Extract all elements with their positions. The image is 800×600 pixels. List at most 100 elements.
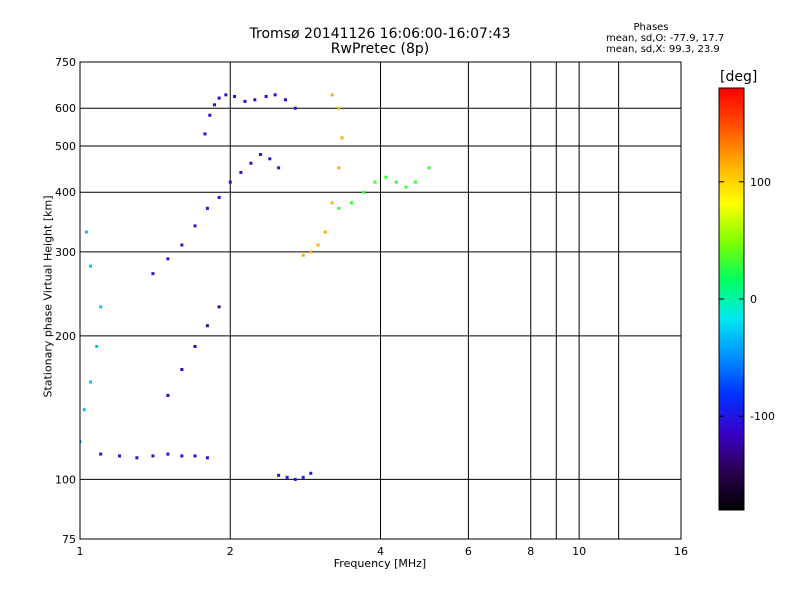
title-line-2: RwPretec (8p) bbox=[330, 41, 430, 57]
data-point bbox=[166, 257, 170, 261]
y-tick-label: 600 bbox=[55, 102, 76, 115]
phase-stats-x: mean, sd,X: 99.3, 23.9 bbox=[606, 44, 720, 55]
data-points bbox=[80, 93, 431, 481]
data-point bbox=[217, 305, 221, 309]
data-point bbox=[217, 195, 221, 199]
data-point bbox=[82, 408, 86, 412]
data-point bbox=[394, 180, 398, 184]
data-point bbox=[203, 132, 207, 136]
data-point bbox=[330, 201, 334, 205]
data-point bbox=[340, 136, 344, 140]
data-point bbox=[193, 344, 197, 348]
data-point bbox=[259, 152, 263, 156]
data-point bbox=[193, 454, 197, 458]
y-tick-label: 500 bbox=[55, 140, 76, 153]
data-point bbox=[135, 456, 139, 460]
data-point bbox=[337, 106, 341, 110]
data-point bbox=[166, 393, 170, 397]
data-point bbox=[224, 93, 228, 97]
data-point bbox=[384, 175, 388, 179]
data-point bbox=[316, 243, 320, 247]
data-point bbox=[118, 454, 122, 458]
data-point bbox=[193, 224, 197, 228]
data-point bbox=[180, 454, 184, 458]
y-tick-label: 75 bbox=[62, 533, 76, 546]
x-tick-label: 16 bbox=[674, 545, 688, 558]
data-point bbox=[208, 113, 212, 117]
data-point bbox=[373, 180, 377, 184]
data-point bbox=[243, 99, 247, 103]
data-point bbox=[277, 473, 281, 477]
data-point bbox=[213, 103, 217, 107]
colorbar-unit-label: [deg] bbox=[720, 69, 758, 85]
data-point bbox=[301, 253, 305, 257]
data-point bbox=[309, 471, 313, 475]
data-point bbox=[249, 161, 253, 165]
y-tick-label: 300 bbox=[55, 246, 76, 259]
data-point bbox=[151, 454, 155, 458]
phase-stats: Phases mean, sd,O: -77.9, 17.7 mean, sd,… bbox=[600, 22, 800, 55]
data-point bbox=[239, 170, 243, 174]
data-point bbox=[180, 367, 184, 371]
x-tick-label: 4 bbox=[377, 545, 384, 558]
y-axis-label: Stationary phase Virtual Height [km] bbox=[41, 195, 55, 398]
x-axis-label: Frequency [MHz] bbox=[333, 557, 427, 570]
data-point bbox=[268, 157, 272, 161]
data-point bbox=[166, 452, 170, 456]
colorbar-ticks: 100 0 -100 bbox=[719, 176, 775, 423]
plot-frame bbox=[79, 61, 682, 540]
x-tick-label: 6 bbox=[465, 545, 472, 558]
y-axis-ticks: 75 100 200 300 400 500 600 750 bbox=[55, 56, 76, 546]
data-point bbox=[253, 98, 257, 102]
data-point bbox=[99, 452, 103, 456]
data-point bbox=[323, 230, 327, 234]
x-axis-ticks: 1 2 4 6 8 10 16 bbox=[77, 545, 689, 558]
data-point bbox=[99, 305, 103, 309]
data-point bbox=[337, 206, 341, 210]
data-point bbox=[205, 456, 209, 460]
data-point bbox=[337, 166, 341, 170]
data-point bbox=[273, 93, 277, 97]
data-point bbox=[217, 96, 221, 100]
data-point bbox=[404, 185, 408, 189]
data-point bbox=[84, 230, 88, 234]
colorbar-tick-label: -100 bbox=[750, 410, 775, 423]
data-point bbox=[285, 475, 289, 479]
data-point bbox=[293, 106, 297, 110]
data-point bbox=[205, 324, 209, 328]
data-point bbox=[89, 264, 93, 268]
x-tick-label: 1 bbox=[77, 545, 84, 558]
data-point bbox=[283, 98, 287, 102]
data-point bbox=[264, 94, 268, 98]
data-point bbox=[151, 272, 155, 276]
phase-stats-header: Phases bbox=[633, 22, 669, 33]
colorbar-tick-label: 0 bbox=[750, 293, 757, 306]
y-tick-label: 400 bbox=[55, 186, 76, 199]
data-point bbox=[228, 180, 232, 184]
data-point bbox=[301, 475, 305, 479]
y-tick-label: 200 bbox=[55, 330, 76, 343]
data-point bbox=[277, 166, 281, 170]
colorbar-tick-label: 100 bbox=[750, 176, 771, 189]
y-tick-label: 750 bbox=[55, 56, 76, 69]
data-point bbox=[233, 94, 237, 98]
data-point bbox=[427, 166, 431, 170]
data-point bbox=[95, 344, 99, 348]
x-tick-label: 10 bbox=[572, 545, 586, 558]
data-point bbox=[293, 477, 297, 481]
data-point bbox=[205, 206, 209, 210]
data-point bbox=[180, 243, 184, 247]
x-tick-label: 8 bbox=[527, 545, 534, 558]
data-point bbox=[89, 380, 93, 384]
x-tick-label: 2 bbox=[227, 545, 234, 558]
phase-stats-o: mean, sd,O: -77.9, 17.7 bbox=[606, 33, 725, 44]
data-point bbox=[330, 93, 334, 97]
data-point bbox=[350, 201, 354, 205]
title-line-1: Tromsø 20141126 16:06:00-16:07:43 bbox=[249, 26, 511, 42]
data-point bbox=[80, 440, 82, 444]
chart-title: Tromsø 20141126 16:06:00-16:07:43 RwPret… bbox=[180, 27, 580, 57]
data-point bbox=[362, 190, 366, 194]
grid-lines bbox=[80, 62, 681, 539]
data-point bbox=[309, 250, 313, 254]
